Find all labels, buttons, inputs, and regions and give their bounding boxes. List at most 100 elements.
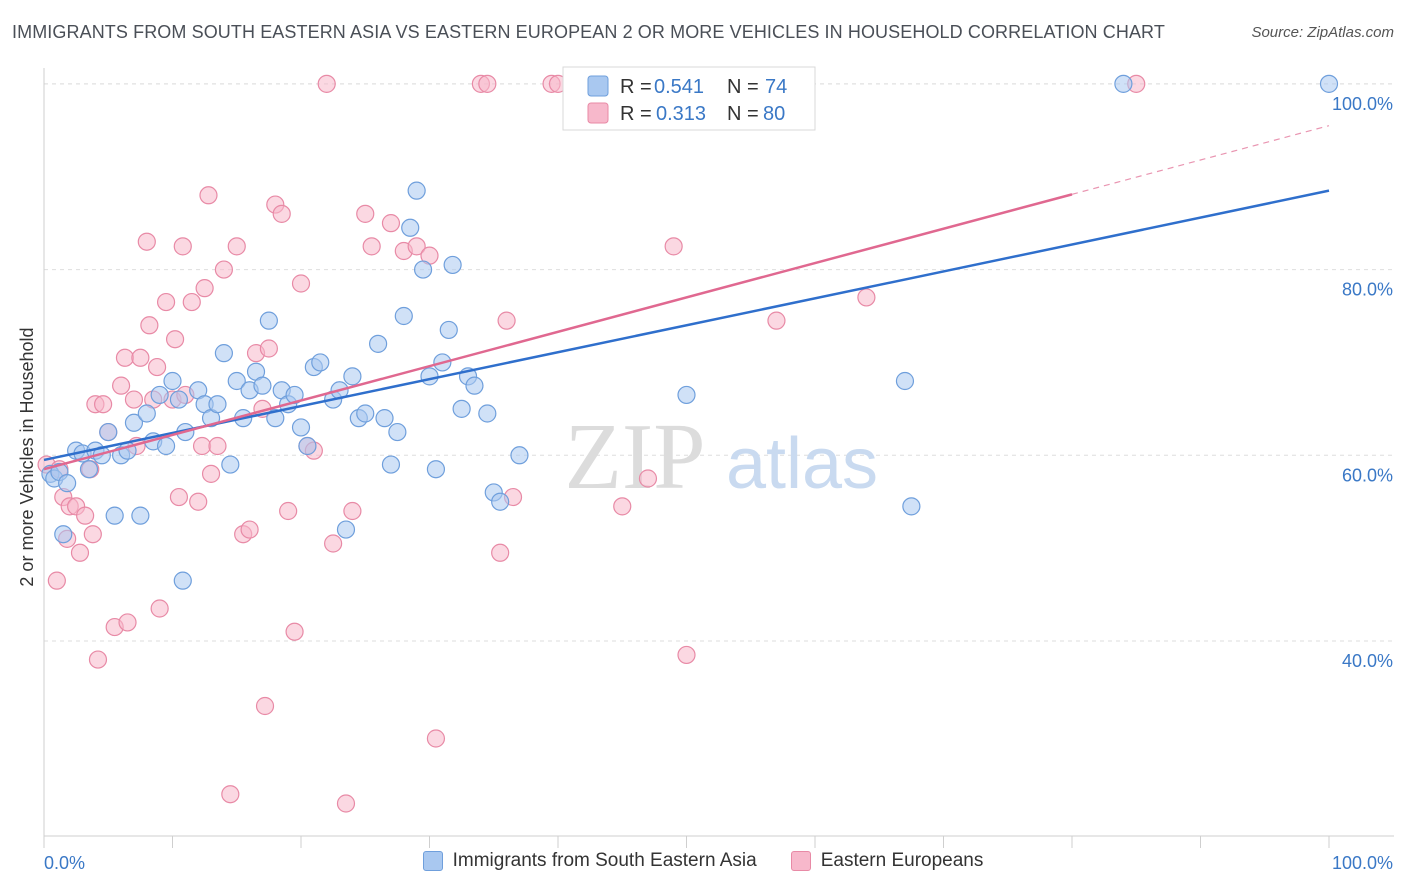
data-point — [343, 367, 362, 386]
data-point — [413, 260, 433, 279]
data-point — [465, 376, 484, 395]
data-point — [311, 353, 330, 372]
data-point — [221, 785, 240, 804]
data-point — [169, 487, 189, 507]
points-south-eastern-asia — [41, 74, 1339, 590]
data-point — [478, 74, 497, 93]
data-point — [47, 571, 66, 590]
legend-swatch-blue — [422, 851, 443, 871]
data-point — [426, 729, 446, 748]
data-point — [208, 395, 227, 414]
data-point — [140, 316, 159, 335]
y-tick-label: 80.0% — [1342, 280, 1393, 300]
stats-n-label: N = — [727, 103, 759, 125]
data-point — [259, 339, 278, 358]
legend-label: Immigrants from South Eastern Asia — [452, 850, 757, 871]
data-point — [664, 237, 683, 256]
watermark-atlas: atlas — [726, 424, 878, 504]
data-point — [677, 385, 696, 405]
data-point — [259, 311, 278, 330]
data-point — [443, 255, 462, 275]
data-point — [420, 367, 439, 386]
data-point — [439, 320, 458, 340]
data-point — [221, 455, 240, 474]
data-point — [510, 446, 529, 465]
legend-label: Eastern Europeans — [820, 850, 984, 871]
data-point — [137, 232, 156, 251]
y-axis-label: 2 or more Vehicles in Household — [17, 327, 37, 586]
data-point — [118, 613, 137, 632]
data-point — [767, 311, 786, 330]
data-point — [491, 492, 510, 511]
data-point — [208, 436, 227, 456]
data-point — [227, 371, 246, 391]
data-point — [381, 214, 401, 233]
trend-line-extension — [1071, 125, 1330, 195]
data-point — [99, 422, 118, 442]
data-point — [369, 334, 388, 353]
data-point — [381, 455, 401, 474]
data-point — [253, 376, 272, 395]
data-point — [279, 501, 298, 521]
data-point — [266, 409, 285, 428]
data-point — [83, 525, 102, 544]
data-point — [76, 506, 95, 525]
data-point — [147, 357, 167, 377]
data-point — [150, 599, 169, 618]
points-eastern-europeans — [37, 74, 1146, 813]
data-point — [131, 506, 150, 525]
x-tick-label: 0.0% — [44, 853, 85, 873]
data-point — [407, 237, 426, 256]
stats-box: R = 0.541 N = 74 R = 0.313 N = 80 — [562, 66, 816, 131]
data-point — [182, 292, 201, 312]
data-point — [324, 534, 343, 553]
data-point — [394, 306, 413, 326]
data-point — [201, 464, 221, 483]
data-point — [336, 520, 356, 539]
data-point — [214, 260, 233, 279]
data-point — [115, 348, 135, 367]
data-point — [478, 404, 497, 423]
data-point — [317, 74, 336, 93]
stats-n-value: 74 — [765, 76, 787, 98]
data-point — [54, 525, 73, 544]
data-point — [452, 399, 471, 418]
data-point — [105, 506, 124, 525]
data-point — [88, 650, 108, 669]
data-point — [227, 237, 246, 256]
axes — [43, 68, 1394, 848]
data-point — [895, 371, 915, 391]
data-point — [497, 311, 516, 330]
grid-lines — [44, 83, 1394, 642]
data-point — [156, 292, 176, 312]
legend: Immigrants from South Eastern Asia Easte… — [0, 850, 1406, 872]
data-point — [336, 794, 356, 813]
data-point — [285, 622, 304, 641]
data-point — [362, 237, 381, 256]
data-point — [291, 418, 311, 437]
data-point — [173, 237, 192, 256]
tick-labels: 40.0% 60.0% 80.0% 100.0% 0.0% 100.0% — [44, 94, 1393, 873]
legend-item-south-eastern-asia[interactable]: Immigrants from South Eastern Asia — [422, 850, 757, 872]
data-point — [356, 404, 375, 423]
data-point — [298, 436, 317, 456]
data-point — [272, 204, 291, 223]
chart-title: IMMIGRANTS FROM SOUTH EASTERN ASIA VS EA… — [12, 22, 1165, 42]
data-point — [124, 390, 144, 409]
data-point — [156, 436, 176, 456]
data-point — [199, 186, 218, 205]
data-point — [677, 645, 696, 665]
data-point — [375, 409, 394, 428]
trend-line — [43, 193, 1073, 471]
data-point — [169, 390, 189, 409]
data-point — [165, 330, 185, 349]
data-point — [70, 543, 90, 562]
data-point — [902, 497, 921, 516]
data-point — [240, 520, 259, 539]
data-point — [613, 497, 632, 516]
legend-swatch-pink — [790, 851, 811, 871]
stats-r-value: 0.541 — [654, 76, 704, 98]
data-point — [131, 348, 150, 367]
legend-item-eastern-europeans[interactable]: Eastern Europeans — [790, 850, 984, 872]
